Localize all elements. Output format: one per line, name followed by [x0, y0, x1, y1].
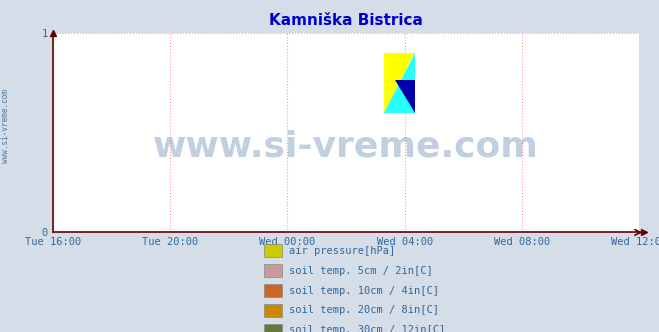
Polygon shape — [384, 53, 415, 113]
Text: air pressure[hPa]: air pressure[hPa] — [289, 246, 395, 256]
Text: soil temp. 20cm / 8in[C]: soil temp. 20cm / 8in[C] — [289, 305, 439, 315]
Text: www.si-vreme.com: www.si-vreme.com — [153, 130, 539, 164]
Text: www.si-vreme.com: www.si-vreme.com — [1, 89, 10, 163]
Title: Kamniška Bistrica: Kamniška Bistrica — [269, 13, 423, 28]
Text: soil temp. 30cm / 12in[C]: soil temp. 30cm / 12in[C] — [289, 325, 445, 332]
Polygon shape — [395, 80, 415, 113]
Polygon shape — [384, 53, 415, 113]
Text: soil temp. 10cm / 4in[C]: soil temp. 10cm / 4in[C] — [289, 286, 439, 295]
Text: soil temp. 5cm / 2in[C]: soil temp. 5cm / 2in[C] — [289, 266, 432, 276]
